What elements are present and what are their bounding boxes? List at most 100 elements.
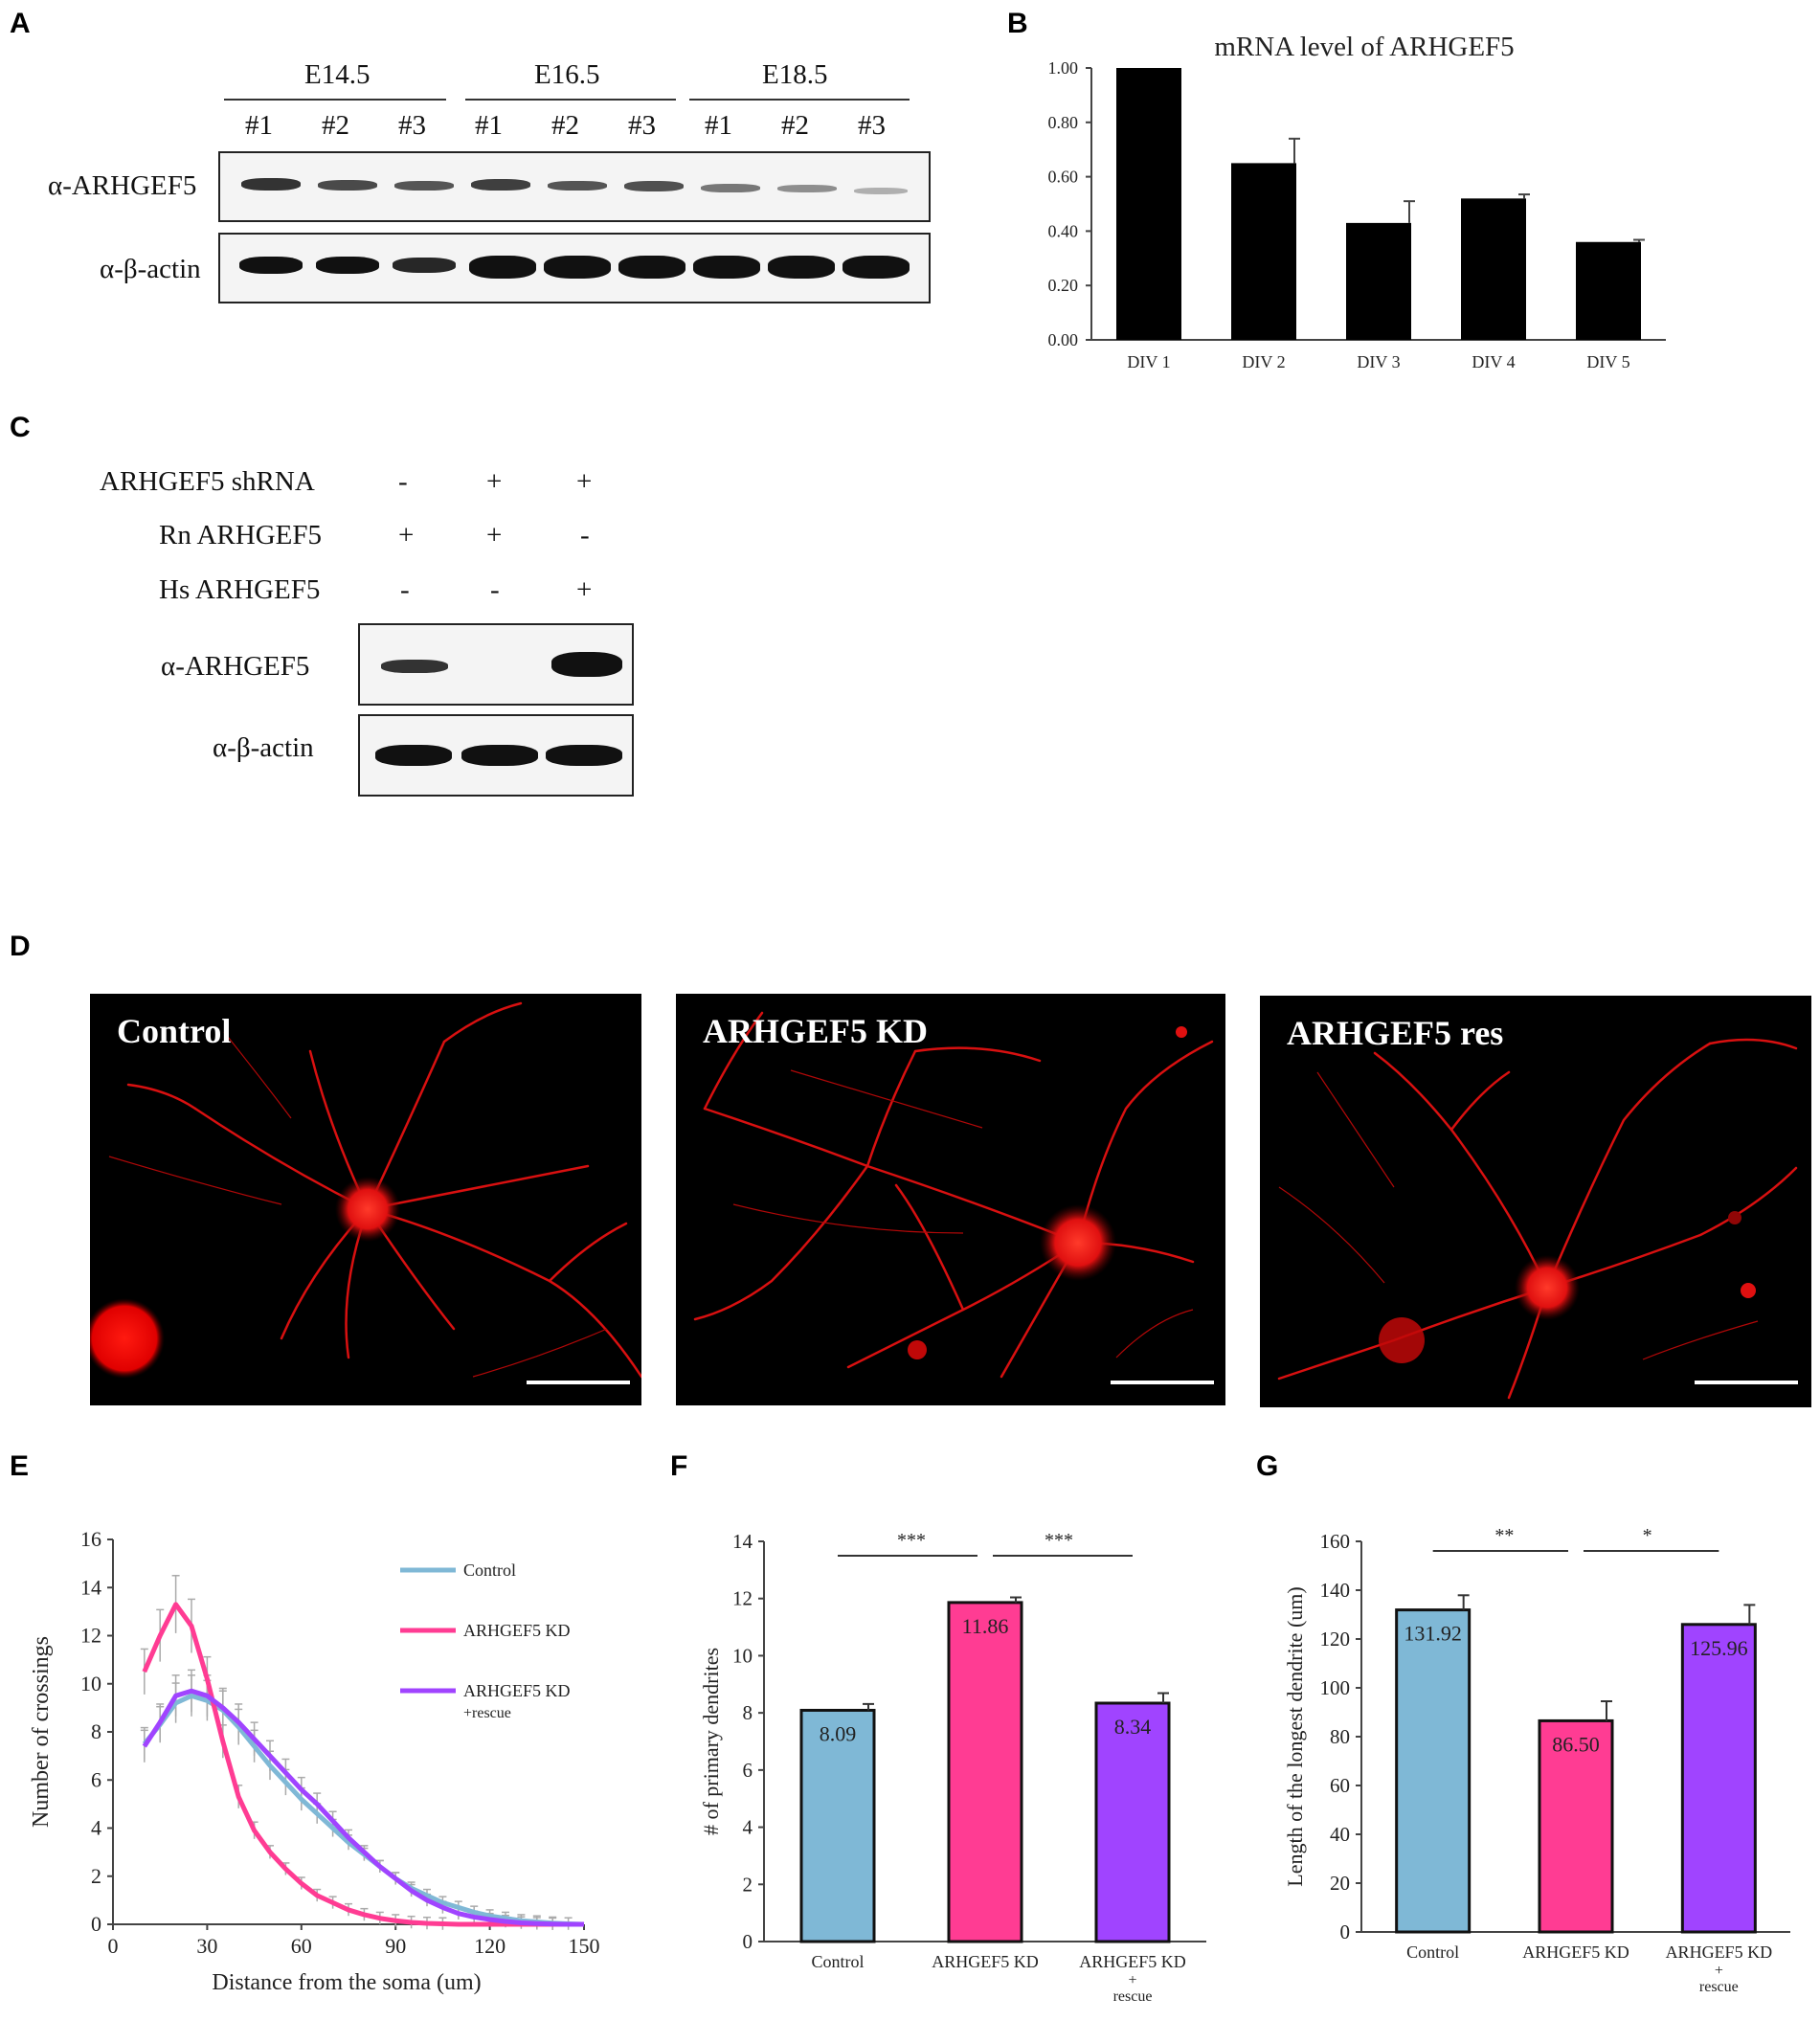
bar bbox=[1461, 198, 1526, 340]
panel-g-bar-chart: Length of the longest dendrite (um) 0 20 4… bbox=[1283, 1525, 1790, 1995]
condition-mark: - bbox=[398, 466, 408, 497]
y-tick-label: 160 bbox=[1320, 1530, 1351, 1553]
band bbox=[375, 745, 452, 766]
band bbox=[393, 258, 456, 273]
band bbox=[854, 188, 908, 194]
group-label-e18: E18.5 bbox=[762, 59, 828, 90]
lane-label: #2 bbox=[551, 110, 579, 141]
y-tick-label: 0.80 bbox=[1048, 113, 1079, 132]
x-tick-label: Control bbox=[1406, 1942, 1459, 1962]
x-tick-label: DIV 3 bbox=[1357, 352, 1400, 371]
x-tick-label: 120 bbox=[474, 1934, 506, 1958]
x-tick-label: 60 bbox=[291, 1934, 312, 1958]
y-tick-label: 0.20 bbox=[1048, 276, 1079, 295]
condition-mark: + bbox=[398, 520, 415, 550]
significance-label: *** bbox=[897, 1530, 926, 1551]
group-label-e16: E16.5 bbox=[534, 59, 600, 90]
bar bbox=[1538, 1718, 1614, 1934]
y-tick-label: 120 bbox=[1320, 1628, 1351, 1650]
bar bbox=[1346, 222, 1411, 340]
x-tick-label: 30 bbox=[196, 1934, 217, 1958]
lane-label: #1 bbox=[475, 110, 503, 141]
bar bbox=[1231, 163, 1296, 340]
y-tick-label: 12 bbox=[732, 1587, 753, 1610]
band bbox=[548, 181, 607, 191]
data-label: 125.96 bbox=[1690, 1636, 1748, 1660]
condition-label: Hs ARHGEF5 bbox=[159, 574, 321, 605]
band bbox=[241, 178, 301, 191]
micrograph-title: Control bbox=[117, 1012, 232, 1050]
y-tick-label: 20 bbox=[1330, 1872, 1350, 1895]
data-label: 8.34 bbox=[1114, 1715, 1152, 1739]
lane-label: #1 bbox=[705, 110, 732, 141]
x-tick-label: + bbox=[1128, 1972, 1136, 1988]
bar bbox=[1576, 241, 1641, 340]
panel-letter-g: G bbox=[1256, 1450, 1279, 1482]
panel-letter-f: F bbox=[670, 1450, 688, 1482]
x-tick-label: DIV 4 bbox=[1472, 352, 1515, 371]
condition-mark: - bbox=[580, 520, 590, 550]
y-tick-label: 4 bbox=[743, 1816, 753, 1839]
y-tick-label: 6 bbox=[743, 1759, 753, 1782]
x-tick-label: DIV 5 bbox=[1586, 352, 1629, 371]
lane-label: #3 bbox=[858, 110, 886, 141]
bar bbox=[1680, 1623, 1757, 1934]
x-tick-label: DIV 1 bbox=[1127, 352, 1170, 371]
y-axis-label: Length of the longest dendrite (um) bbox=[1283, 1586, 1307, 1886]
band bbox=[469, 256, 536, 279]
band bbox=[394, 181, 454, 191]
bar bbox=[947, 1601, 1023, 1943]
y-tick-label: 0.40 bbox=[1048, 221, 1079, 240]
y-tick-label: 40 bbox=[1330, 1823, 1350, 1846]
micrograph-title: ARHGEF5 res bbox=[1287, 1014, 1504, 1052]
blot-membrane-arhgef5 bbox=[358, 623, 634, 706]
x-tick-label: 0 bbox=[108, 1934, 119, 1958]
x-tick-label: ARHGEF5 KD bbox=[932, 1952, 1039, 1971]
band bbox=[381, 660, 448, 673]
band bbox=[551, 652, 622, 677]
legend-label: Control bbox=[463, 1561, 516, 1580]
significance-label: *** bbox=[1045, 1530, 1073, 1551]
y-tick-label: 8 bbox=[91, 1719, 101, 1743]
scale-bar bbox=[1111, 1381, 1214, 1384]
band bbox=[693, 256, 760, 279]
x-tick-label: ARHGEF5 KD bbox=[1522, 1942, 1629, 1962]
y-tick-label: 8 bbox=[743, 1701, 753, 1724]
y-tick-label: 0 bbox=[91, 1912, 101, 1936]
significance-label: ** bbox=[1494, 1525, 1514, 1546]
y-tick-label: 0 bbox=[1340, 1920, 1351, 1943]
data-label: 131.92 bbox=[1404, 1622, 1462, 1646]
blot-membrane-actin bbox=[218, 233, 931, 303]
bar bbox=[799, 1708, 876, 1943]
data-label: 8.09 bbox=[820, 1721, 857, 1745]
x-tick-label: DIV 2 bbox=[1242, 352, 1285, 371]
y-tick-label: 60 bbox=[1330, 1774, 1350, 1797]
condition-mark: + bbox=[576, 574, 593, 605]
chart-title: mRNA level of ARHGEF5 bbox=[1214, 32, 1514, 62]
condition-mark: - bbox=[490, 574, 500, 605]
group-line-e18 bbox=[689, 99, 910, 101]
series-line bbox=[142, 1602, 584, 1927]
x-tick-label: ARHGEF5 KD bbox=[1079, 1952, 1186, 1971]
band bbox=[239, 257, 303, 274]
y-tick-label: 0.60 bbox=[1048, 168, 1079, 187]
y-tick-label: 2 bbox=[743, 1873, 753, 1896]
band bbox=[471, 179, 530, 191]
data-label: 11.86 bbox=[962, 1614, 1009, 1638]
y-tick-label: 0.00 bbox=[1048, 330, 1079, 349]
y-tick-label: 140 bbox=[1320, 1579, 1351, 1602]
y-tick-label: 16 bbox=[80, 1527, 101, 1551]
condition-mark: + bbox=[576, 466, 593, 497]
group-line-e14 bbox=[224, 99, 446, 101]
panel-letter-a: A bbox=[10, 8, 31, 39]
lane-label: #2 bbox=[322, 110, 349, 141]
panel-f-bar-chart: # of primary dendrites 0 2 4 6 8 10 12 14 Contro… bbox=[699, 1530, 1206, 2005]
blot-row-label: α-ARHGEF5 bbox=[161, 651, 310, 682]
x-tick-label: rescue bbox=[1113, 1988, 1153, 2005]
blot-row-label: α-β-actin bbox=[100, 254, 201, 284]
micrograph-title: ARHGEF5 KD bbox=[703, 1012, 929, 1050]
blot-membrane-arhgef5 bbox=[218, 151, 931, 222]
y-tick-label: 0 bbox=[743, 1930, 753, 1953]
y-axis-label: # of primary dendrites bbox=[699, 1648, 723, 1835]
condition-mark: + bbox=[486, 466, 503, 497]
